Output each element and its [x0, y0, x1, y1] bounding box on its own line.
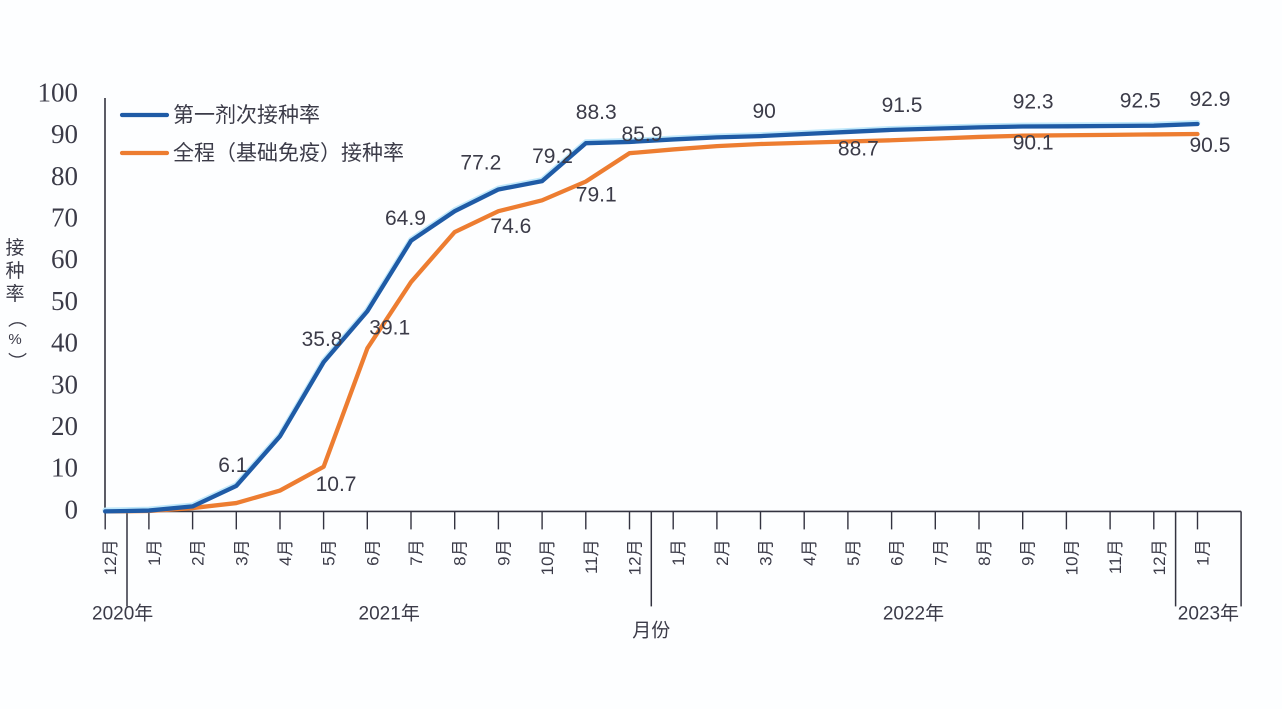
svg-text:40: 40 [51, 328, 78, 358]
svg-text:92.9: 92.9 [1190, 88, 1231, 111]
svg-text:9月: 9月 [494, 539, 513, 565]
svg-text:2022年: 2022年 [883, 602, 944, 624]
svg-text:2月: 2月 [189, 539, 208, 565]
svg-text:5月: 5月 [320, 539, 339, 565]
svg-text:5月: 5月 [844, 539, 863, 565]
svg-text:2月: 2月 [713, 539, 732, 565]
svg-text:39.1: 39.1 [369, 316, 410, 339]
svg-text:100: 100 [38, 77, 79, 107]
svg-text:4月: 4月 [276, 539, 295, 565]
svg-text:10月: 10月 [1062, 539, 1081, 575]
svg-text:60: 60 [51, 244, 78, 274]
svg-text:88.3: 88.3 [576, 101, 617, 124]
svg-text:90: 90 [753, 100, 776, 123]
svg-text:3月: 3月 [232, 539, 251, 565]
svg-text:12月: 12月 [101, 539, 120, 575]
svg-text:20: 20 [51, 411, 78, 441]
svg-text:77.2: 77.2 [460, 152, 501, 175]
svg-text:6月: 6月 [363, 539, 382, 565]
svg-text:4月: 4月 [800, 539, 819, 565]
svg-text:64.9: 64.9 [385, 207, 426, 230]
svg-text:74.6: 74.6 [490, 215, 531, 238]
svg-text:12月: 12月 [626, 539, 645, 575]
svg-text:11月: 11月 [1106, 539, 1125, 574]
svg-text:全程（基础免疫）接种率: 全程（基础免疫）接种率 [173, 142, 404, 165]
svg-text:90.1: 90.1 [1013, 132, 1054, 155]
svg-text:2023年: 2023年 [1178, 602, 1239, 624]
svg-text:91.5: 91.5 [882, 94, 923, 117]
svg-text:70: 70 [51, 203, 78, 233]
svg-text:0: 0 [65, 494, 79, 524]
svg-text:50: 50 [51, 286, 78, 316]
svg-text:79.2: 79.2 [532, 145, 573, 168]
svg-text:7月: 7月 [407, 539, 426, 565]
svg-text:3月: 3月 [757, 539, 776, 565]
svg-text:11月: 11月 [582, 539, 601, 574]
svg-text:90.5: 90.5 [1190, 134, 1231, 157]
svg-text:1月: 1月 [1194, 539, 1213, 565]
svg-text:90: 90 [51, 119, 78, 149]
svg-text:12月: 12月 [1150, 539, 1169, 575]
svg-text:6月: 6月 [888, 539, 907, 565]
svg-text:10.7: 10.7 [316, 473, 357, 496]
svg-text:月份: 月份 [632, 619, 670, 641]
svg-text:2020年: 2020年 [92, 602, 153, 624]
svg-text:80: 80 [51, 161, 78, 191]
svg-text:6.1: 6.1 [218, 454, 247, 477]
svg-text:35.8: 35.8 [302, 328, 343, 351]
svg-text:30: 30 [51, 369, 78, 399]
svg-text:8月: 8月 [451, 539, 470, 565]
svg-text:1月: 1月 [145, 539, 164, 565]
svg-text:10月: 10月 [538, 539, 557, 575]
svg-text:88.7: 88.7 [838, 138, 879, 161]
svg-text:79.1: 79.1 [576, 184, 617, 207]
svg-text:92.3: 92.3 [1013, 91, 1054, 114]
svg-text:92.5: 92.5 [1120, 90, 1161, 113]
svg-text:8月: 8月 [975, 539, 994, 565]
svg-text:第一剂次接种率: 第一剂次接种率 [173, 104, 320, 127]
svg-text:85.9: 85.9 [622, 123, 663, 146]
svg-text:1月: 1月 [669, 539, 688, 565]
svg-text:10: 10 [51, 453, 78, 483]
svg-text:2021年: 2021年 [359, 602, 420, 624]
svg-text:7月: 7月 [931, 539, 950, 565]
svg-text:9月: 9月 [1019, 539, 1038, 565]
